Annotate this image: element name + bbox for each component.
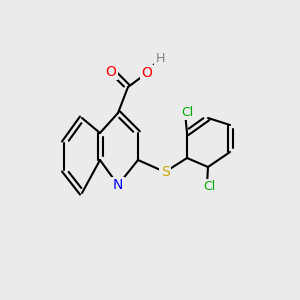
Text: H: H <box>155 52 165 64</box>
Text: O: O <box>106 65 116 79</box>
Text: O: O <box>142 66 152 80</box>
Text: Cl: Cl <box>203 181 215 194</box>
Text: Cl: Cl <box>181 106 193 118</box>
Text: S: S <box>160 165 169 179</box>
Text: N: N <box>113 178 123 192</box>
